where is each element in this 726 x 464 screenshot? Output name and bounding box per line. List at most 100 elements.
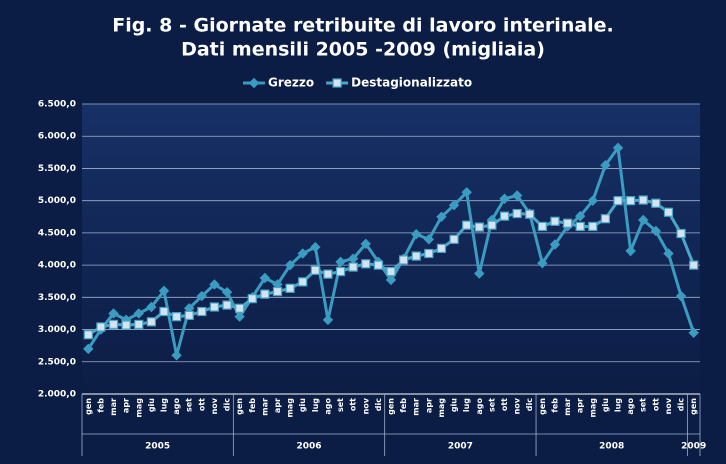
data-point xyxy=(386,266,396,277)
legend-label: Destagionalizzato xyxy=(351,76,472,90)
data-point xyxy=(197,306,207,317)
x-tick-label: ott xyxy=(500,398,509,411)
data-point xyxy=(221,286,233,298)
data-point xyxy=(159,306,169,317)
x-tick-label: mar xyxy=(563,398,572,416)
x-tick-label: ott xyxy=(197,398,206,411)
data-point xyxy=(310,241,321,253)
x-tick-label: mag xyxy=(437,398,446,418)
x-tick-label: giu xyxy=(147,398,156,412)
data-point xyxy=(196,290,208,302)
year-label: 2007 xyxy=(448,442,473,452)
data-point xyxy=(600,214,611,224)
data-point xyxy=(424,248,434,259)
x-tick-label: gen xyxy=(538,398,547,415)
x-tick-label: apr xyxy=(576,398,585,413)
x-tick-label: nov xyxy=(210,397,219,414)
y-tick-label: 6.000,0 xyxy=(38,132,76,142)
chart-title: Fig. 8 - Giornate retribuite di lavoro i… xyxy=(112,15,614,37)
data-point xyxy=(462,220,472,230)
data-point xyxy=(487,220,497,230)
x-tick-label: dic xyxy=(374,398,383,411)
x-tick-label: set xyxy=(639,398,648,412)
data-point xyxy=(272,286,283,297)
data-point xyxy=(361,259,371,269)
x-tick-label: mag xyxy=(286,398,295,418)
data-point xyxy=(323,269,333,279)
y-tick-label: 6.500,0 xyxy=(38,100,76,110)
data-point xyxy=(625,245,636,257)
data-point xyxy=(209,279,220,290)
data-point xyxy=(562,218,573,228)
x-tick-label: mag xyxy=(134,398,143,418)
data-point xyxy=(525,209,535,219)
data-point xyxy=(133,308,144,319)
data-point xyxy=(322,314,334,326)
data-point xyxy=(146,301,157,313)
data-point xyxy=(511,190,523,201)
data-point xyxy=(411,228,422,240)
data-point xyxy=(158,285,170,297)
y-tick-label: 2.000,0 xyxy=(38,390,76,400)
data-point xyxy=(222,300,232,310)
data-point xyxy=(108,319,119,329)
data-point xyxy=(436,243,447,253)
x-tick-label: mar xyxy=(412,398,421,416)
y-tick-label: 2.500,0 xyxy=(38,357,76,367)
data-point xyxy=(298,277,308,287)
x-tick-label: dic xyxy=(223,398,232,411)
data-point xyxy=(423,234,435,245)
data-point xyxy=(260,289,270,299)
data-point xyxy=(663,207,674,217)
data-point xyxy=(360,238,371,250)
data-point xyxy=(284,259,296,271)
year-label: 2008 xyxy=(599,442,624,452)
data-point xyxy=(474,268,485,279)
x-tick-label: ago xyxy=(172,398,181,415)
x-tick-label: lug xyxy=(311,398,320,412)
data-point xyxy=(650,225,662,237)
x-tick-label: apr xyxy=(424,398,433,413)
x-tick-label: gen xyxy=(84,398,93,415)
data-point xyxy=(651,198,661,208)
data-point xyxy=(235,303,245,313)
data-point xyxy=(348,262,358,272)
chart-subtitle: Dati mensili 2005 -2009 (migliaia) xyxy=(181,39,545,61)
data-point xyxy=(436,211,447,222)
x-tick-label: dic xyxy=(525,398,534,411)
data-point xyxy=(574,210,586,222)
x-tick-label: lug xyxy=(462,398,471,412)
data-point xyxy=(499,193,510,204)
data-point xyxy=(461,187,472,198)
y-tick-label: 4.000,0 xyxy=(38,261,76,271)
data-point xyxy=(335,266,346,277)
data-point xyxy=(626,196,636,206)
legend-label: Grezzo xyxy=(268,76,314,90)
data-point xyxy=(297,248,308,259)
data-point xyxy=(134,319,144,329)
x-tick-label: feb xyxy=(96,398,105,413)
data-point xyxy=(613,196,623,206)
data-point xyxy=(676,228,686,239)
data-point xyxy=(612,142,624,154)
x-tick-label: ago xyxy=(475,398,484,415)
data-point xyxy=(448,199,460,211)
data-point xyxy=(285,283,295,293)
data-point xyxy=(575,221,585,232)
x-tick-label: gen xyxy=(387,398,396,415)
x-tick-label: feb xyxy=(550,398,559,413)
x-tick-label: gen xyxy=(235,398,244,415)
data-point xyxy=(373,260,383,270)
y-tick-label: 3.000,0 xyxy=(38,325,76,335)
y-tick-label: 4.500,0 xyxy=(38,228,76,238)
y-tick-label: 5.500,0 xyxy=(38,164,76,174)
data-point xyxy=(96,322,106,332)
data-point xyxy=(689,260,699,270)
x-tick-label: apr xyxy=(273,398,282,413)
data-point xyxy=(537,257,548,269)
data-point xyxy=(247,294,257,304)
data-point xyxy=(209,302,220,312)
x-tick-label: nov xyxy=(361,397,370,414)
x-tick-label: giu xyxy=(601,398,610,412)
